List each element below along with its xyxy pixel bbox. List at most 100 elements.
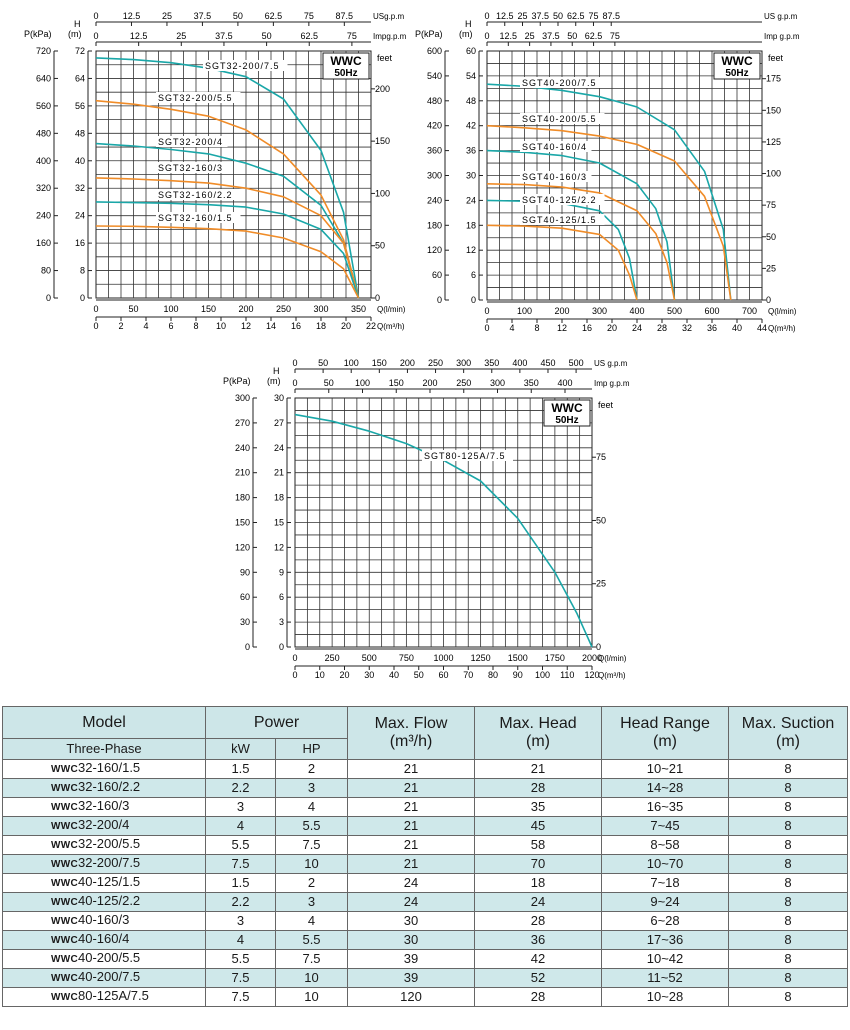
brand-prefix: WWC — [51, 992, 78, 1003]
model-code: 40-160/3 — [78, 912, 130, 927]
cell-head-range: 10~28 — [601, 987, 730, 1007]
cell-hp: 5.5 — [274, 816, 349, 836]
flow-m3h-tick-label: 16 — [291, 321, 301, 331]
series-label: SGT80-125A/7.5 — [424, 451, 506, 461]
imp-gpm-tick-label: 250 — [456, 378, 471, 388]
us-gpm-tick-label: 50 — [553, 11, 563, 21]
pressure-tick-label: 180 — [235, 493, 250, 503]
pressure-tick-label: 210 — [235, 468, 250, 478]
table-row: WWC32-160/3 3 4 21 35 16~35 8 — [2, 797, 849, 817]
table-row: WWC40-200/7.5 7.5 10 39 52 11~52 8 — [2, 968, 849, 988]
imp-gpm-axis-title: Imp g.p.m — [594, 379, 630, 388]
cell-kw: 5.5 — [205, 949, 276, 969]
feet-tick-label: 0 — [596, 642, 601, 652]
brand-prefix: WWC — [51, 821, 78, 832]
cell-head-range: 7~18 — [601, 873, 730, 893]
imp-gpm-tick-label: 37.5 — [542, 31, 560, 41]
header-max-head: Max. Head (m) — [474, 706, 603, 760]
pressure-tick-label: 480 — [427, 96, 442, 106]
cell-kw: 2.2 — [205, 778, 276, 798]
cell-kw: 3 — [205, 911, 276, 931]
imp-gpm-tick-label: 75 — [610, 31, 620, 41]
flow-lmin-tick-label: 2000 — [582, 653, 602, 663]
flow-lmin-tick-label: 0 — [93, 304, 98, 314]
cell-max-suction: 8 — [728, 778, 849, 798]
flow-m3h-tick-label: 22 — [366, 321, 376, 331]
flow-m3h-tick-label: 10 — [216, 321, 226, 331]
series-label: SGT32-200/5.5 — [158, 93, 233, 103]
cell-max-suction: 8 — [728, 987, 849, 1007]
us-gpm-tick-label: 25 — [517, 11, 527, 21]
head-axis-title: H — [273, 366, 280, 376]
imp-gpm-tick-label: 350 — [524, 378, 539, 388]
badge-frequency: 50Hz — [725, 68, 748, 79]
model-code: 80-125A/7.5 — [78, 988, 149, 1003]
cell-kw: 1.5 — [205, 873, 276, 893]
chart-panel-1: 0801602403204004805606407200816243240485… — [24, 11, 407, 331]
us-gpm-tick-label: 100 — [344, 358, 359, 368]
us-gpm-tick-label: 0 — [484, 11, 489, 21]
head-tick-label: 32 — [75, 183, 85, 193]
header-power: Power — [204, 706, 349, 739]
curve-sgt32-160-2-2 — [95, 201, 360, 299]
head-tick-label: 8 — [80, 266, 85, 276]
imp-gpm-tick-label: 62.5 — [585, 31, 603, 41]
cell-max-flow: 21 — [347, 854, 476, 874]
cell-kw: 7.5 — [205, 854, 276, 874]
flow-m3h-tick-label: 32 — [682, 323, 692, 333]
cell-max-flow: 21 — [347, 759, 476, 779]
head-axis-unit: (m) — [68, 29, 82, 39]
us-gpm-tick-label: 87.5 — [602, 11, 620, 21]
feet-tick-label: 150 — [766, 105, 781, 115]
cell-head-range: 10~42 — [601, 949, 730, 969]
cell-max-flow: 24 — [347, 892, 476, 912]
brand-prefix: WWC — [51, 783, 78, 794]
pressure-tick-label: 320 — [36, 183, 51, 193]
flow-lmin-tick-label: 1250 — [471, 653, 491, 663]
table-row: WWC40-160/4 4 5.5 30 36 17~36 8 — [2, 930, 849, 950]
head-tick-label: 16 — [75, 238, 85, 248]
badge-box — [543, 399, 591, 427]
cell-max-head: 42 — [474, 949, 603, 969]
head-axis-unit: (m) — [267, 376, 281, 386]
feet-tick-label: 50 — [766, 232, 776, 242]
head-tick-label: 12 — [274, 542, 284, 552]
feet-tick-label: 100 — [766, 169, 781, 179]
pressure-tick-label: 80 — [41, 266, 51, 276]
series-label-halo — [156, 162, 228, 173]
flow-lmin-tick-label: 50 — [128, 304, 138, 314]
cell-max-head: 18 — [474, 873, 603, 893]
header-max-flow: Max. Flow (m³/h) — [347, 706, 476, 760]
us-gpm-axis-title: USg.p.m — [373, 12, 404, 21]
feet-tick-label: 175 — [766, 74, 781, 84]
flow-lmin-tick-label: 1750 — [545, 653, 565, 663]
series-label: SGT40-125/2.2 — [522, 195, 597, 205]
imp-gpm-tick-label: 150 — [389, 378, 404, 388]
curve-sgt80-125a-7-5 — [294, 413, 593, 648]
chart-panel-3: 0306090120150180210240270300036912151821… — [223, 358, 630, 680]
brand-prefix: WWC — [51, 840, 78, 851]
cell-max-suction: 8 — [728, 759, 849, 779]
imp-gpm-tick-label: 12.5 — [500, 31, 518, 41]
curve-sgt32-160-1-5 — [95, 225, 360, 299]
head-tick-label: 6 — [471, 270, 476, 280]
head-axis-unit: (m) — [459, 29, 473, 39]
flow-m3h-tick-label: 50 — [414, 670, 424, 680]
series-label-halo — [520, 194, 605, 205]
pressure-tick-label: 0 — [437, 295, 442, 305]
head-tick-label: 0 — [80, 293, 85, 303]
feet-tick-label: 50 — [375, 241, 385, 251]
flow-lmin-tick-label: 0 — [484, 306, 489, 316]
table-row: WWC40-125/1.5 1.5 2 24 18 7~18 8 — [2, 873, 849, 893]
flow-lmin-tick-label: 200 — [554, 306, 569, 316]
flow-lmin-tick-label: 250 — [276, 304, 291, 314]
cell-hp: 5.5 — [274, 930, 349, 950]
flow-m3h-tick-label: 90 — [513, 670, 523, 680]
us-gpm-tick-label: 12.5 — [123, 11, 141, 21]
head-tick-label: 21 — [274, 468, 284, 478]
cell-model: WWC32-200/5.5 — [2, 835, 206, 855]
cell-head-range: 10~21 — [601, 759, 730, 779]
cell-max-flow: 21 — [347, 797, 476, 817]
cell-kw: 7.5 — [205, 968, 276, 988]
flow-m3h-tick-label: 4 — [509, 323, 514, 333]
